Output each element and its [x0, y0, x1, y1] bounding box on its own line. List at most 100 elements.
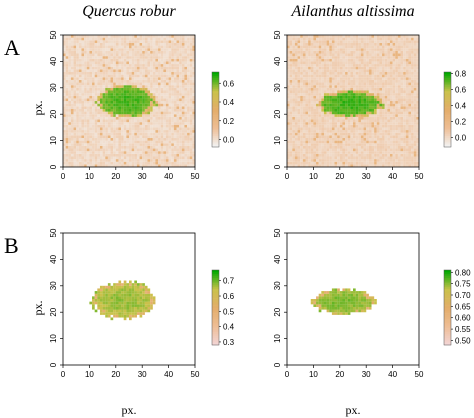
heatmap-cell: [331, 45, 335, 49]
heatmap-cell: [76, 93, 79, 96]
heatmap-cell: [353, 98, 356, 102]
heatmap-cell: [121, 37, 124, 41]
heatmap-cell: [129, 103, 132, 107]
heatmap-cell: [73, 164, 77, 168]
heatmap-cell: [121, 122, 124, 125]
heatmap-cell: [192, 145, 196, 149]
heatmap-cell: [134, 159, 137, 162]
heatmap-cell: [102, 45, 106, 49]
heatmap-cell: [147, 95, 151, 99]
heatmap-cell: [107, 111, 111, 115]
heatmap-cell: [395, 101, 398, 104]
heatmap-cell: [105, 35, 108, 38]
heatmap-cell: [345, 116, 348, 120]
heatmap-cell: [126, 71, 130, 75]
heatmap-cell: [123, 124, 127, 128]
heatmap-cell: [78, 50, 82, 54]
heatmap-cell: [313, 151, 317, 154]
heatmap-cell: [102, 50, 106, 54]
heatmap-cell: [374, 53, 377, 57]
heatmap-cell: [408, 116, 412, 120]
heatmap-cell: [316, 106, 319, 109]
heatmap-cell: [142, 106, 145, 109]
heatmap-cell: [176, 130, 180, 133]
heatmap-cell: [342, 53, 346, 57]
heatmap-cell: [123, 45, 127, 49]
heatmap-cell: [366, 77, 369, 80]
heatmap-cell: [389, 101, 393, 104]
colorbar-swatch: [212, 124, 219, 127]
heatmap-cell: [176, 151, 180, 154]
heatmap-cell: [155, 85, 159, 88]
heatmap-cell: [287, 161, 290, 165]
heatmap-cell: [366, 101, 369, 104]
heatmap-cell: [403, 101, 406, 104]
heatmap-cell: [382, 161, 385, 165]
heatmap-cell: [305, 85, 309, 88]
heatmap-cell: [107, 82, 111, 86]
heatmap-cell: [374, 156, 377, 160]
heatmap-cell: [118, 74, 122, 78]
heatmap-cell: [405, 66, 409, 70]
heatmap-cell: [129, 53, 132, 57]
heatmap-cell: [65, 130, 69, 133]
heatmap-cell: [192, 161, 196, 165]
heatmap-cell: [136, 130, 140, 133]
heatmap-cell: [392, 45, 396, 49]
heatmap-cell: [416, 164, 420, 168]
heatmap-cell: [400, 50, 404, 54]
heatmap-cell: [395, 156, 398, 160]
heatmap-cell: [187, 122, 190, 125]
heatmap-cell: [416, 42, 420, 46]
heatmap-cell: [152, 153, 156, 157]
heatmap-cell: [339, 101, 343, 104]
heatmap-cell: [184, 108, 188, 112]
heatmap-cell: [168, 124, 172, 128]
heatmap-cell: [389, 82, 393, 86]
heatmap-cell: [97, 140, 101, 144]
heatmap-cell: [142, 143, 145, 146]
heatmap-cell: [97, 40, 101, 43]
heatmap-cell: [129, 140, 132, 144]
heatmap-cell: [152, 77, 156, 80]
heatmap-cell: [294, 140, 298, 144]
heatmap-cell: [397, 74, 401, 78]
heatmap-cell: [97, 77, 101, 80]
heatmap-cell: [165, 156, 169, 160]
heatmap-cell: [81, 90, 85, 94]
heatmap-cell: [144, 156, 148, 160]
heatmap-cell: [387, 87, 391, 91]
heatmap-cell: [110, 61, 114, 65]
heatmap-cell: [115, 127, 119, 131]
heatmap-cell: [165, 159, 169, 162]
heatmap-cell: [389, 122, 393, 125]
heatmap-cell: [392, 98, 396, 102]
heatmap-cell: [310, 140, 314, 144]
heatmap-cell: [374, 119, 377, 123]
heatmap-cell: [136, 58, 140, 62]
heatmap-cell: [76, 124, 79, 128]
heatmap-cell: [339, 127, 343, 131]
heatmap-cell: [89, 85, 93, 88]
heatmap-cell: [395, 159, 398, 162]
heatmap-cell: [97, 93, 101, 96]
heatmap-cell: [337, 53, 340, 57]
heatmap-cell: [416, 87, 420, 91]
heatmap-cell: [165, 69, 169, 73]
heatmap-cell: [355, 106, 359, 109]
heatmap-cell: [289, 156, 293, 160]
heatmap-cell: [392, 77, 396, 80]
heatmap-cell: [78, 151, 82, 154]
heatmap-cell: [123, 48, 127, 51]
heatmap-cell: [337, 140, 340, 144]
heatmap-cell: [368, 127, 372, 131]
heatmap-cell: [411, 114, 414, 117]
heatmap-cell: [129, 145, 132, 149]
heatmap-cell: [339, 124, 343, 128]
heatmap-cell: [321, 151, 325, 154]
heatmap-cell: [345, 137, 348, 141]
heatmap-cell: [318, 69, 322, 73]
heatmap-cell: [63, 111, 66, 115]
heatmap-cell: [287, 50, 290, 54]
heatmap-cell: [65, 50, 69, 54]
